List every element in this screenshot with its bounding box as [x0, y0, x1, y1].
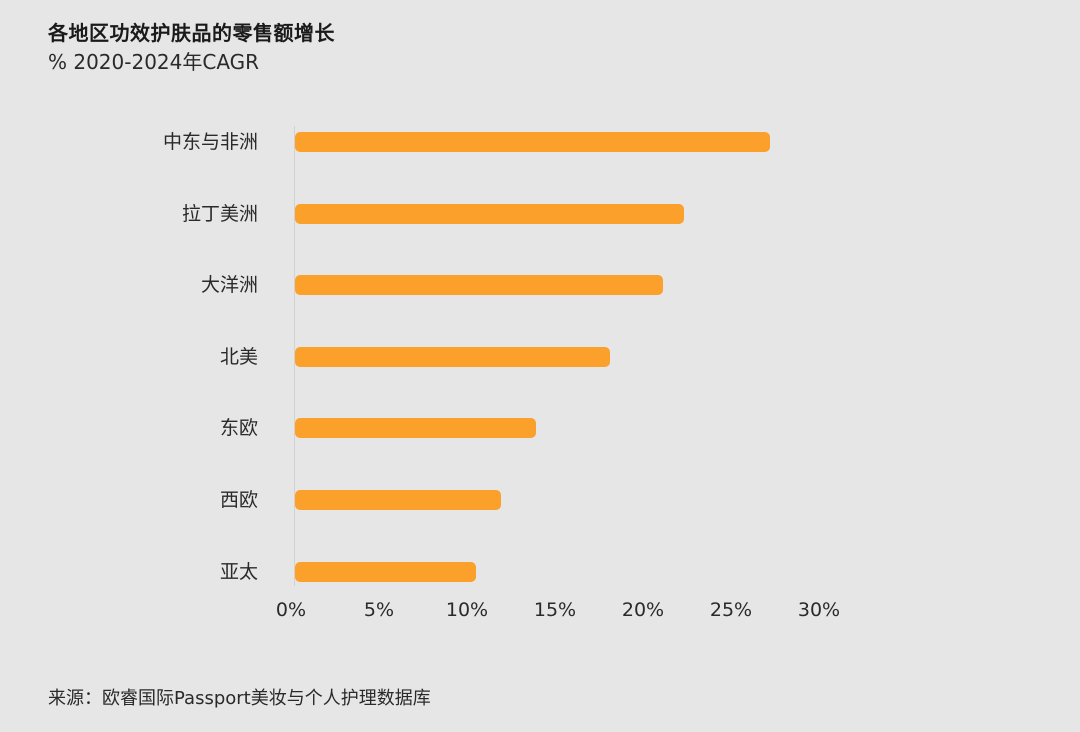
category-label: 大洋洲: [200, 274, 258, 297]
x-tick-label: 5%: [363, 599, 395, 621]
bar: [295, 275, 663, 296]
chart-title: 各地区功效护肤品的零售额增长: [48, 21, 335, 45]
source-note: 来源：欧睿国际Passport美妆与个人护理数据库: [48, 688, 431, 709]
category-label: 拉丁美洲: [181, 202, 258, 225]
category-label: 西欧: [219, 489, 258, 511]
x-tick-label: 20%: [621, 599, 665, 621]
zero-axis-line: [294, 126, 295, 586]
x-tick-label: 25%: [709, 599, 753, 621]
x-tick-label: 10%: [445, 599, 489, 621]
x-tick-label: 15%: [533, 599, 577, 621]
bar: [295, 490, 501, 510]
bar: [295, 561, 477, 582]
bar: [295, 346, 611, 367]
bar: [295, 132, 771, 152]
bar: [295, 203, 684, 224]
category-label: 中东与非洲: [162, 131, 258, 153]
category-label: 东欧: [219, 417, 258, 440]
x-tick-label: 30%: [797, 599, 841, 621]
category-label: 亚太: [219, 560, 258, 583]
chart-subtitle: % 2020-2024年CAGR: [48, 50, 260, 74]
x-tick-label: 0%: [275, 599, 307, 621]
bar: [295, 418, 537, 439]
category-label: 北美: [219, 345, 258, 368]
